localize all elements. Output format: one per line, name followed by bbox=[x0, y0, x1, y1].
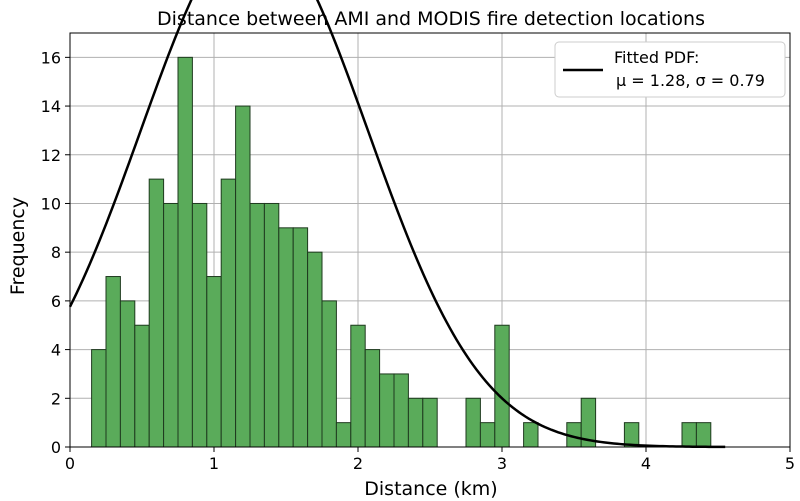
histogram-bar bbox=[220, 178, 237, 448]
legend: Fitted PDF: μ = 1.28, σ = 0.79 bbox=[554, 41, 786, 98]
x-axis-ticks: 0 1 2 3 4 5 bbox=[65, 447, 795, 473]
x-tick-label: 0 bbox=[65, 454, 75, 473]
histogram-bar bbox=[134, 324, 150, 448]
histogram-bars bbox=[91, 56, 712, 448]
x-tick-label: 4 bbox=[641, 454, 651, 473]
histogram-bar bbox=[523, 422, 539, 448]
legend-label-line1: Fitted PDF: bbox=[614, 48, 699, 67]
histogram-bar bbox=[278, 227, 294, 448]
histogram-bar bbox=[105, 276, 121, 448]
histogram-bar bbox=[263, 202, 280, 448]
y-tick-label: 8 bbox=[51, 243, 61, 262]
histogram-bar bbox=[119, 300, 136, 448]
histogram-bar bbox=[379, 373, 395, 448]
y-axis-label: Frequency bbox=[7, 197, 29, 295]
y-tick-label: 0 bbox=[51, 438, 61, 457]
histogram-bar bbox=[494, 324, 510, 448]
legend-label-line2: μ = 1.28, σ = 0.79 bbox=[616, 71, 765, 90]
histogram-bar bbox=[407, 397, 424, 448]
y-tick-label: 14 bbox=[41, 97, 61, 116]
x-tick-label: 5 bbox=[785, 454, 795, 473]
x-axis-label: Distance (km) bbox=[364, 478, 497, 500]
y-tick-label: 4 bbox=[51, 341, 61, 360]
histogram-bar bbox=[321, 300, 337, 448]
fitted-pdf-curve bbox=[68, 0, 726, 449]
histogram-bar bbox=[695, 422, 712, 448]
histogram-bar bbox=[235, 105, 251, 448]
y-tick-label: 12 bbox=[41, 146, 61, 165]
y-tick-label: 16 bbox=[41, 48, 61, 67]
histogram-bar bbox=[465, 397, 481, 448]
histogram-bar bbox=[364, 349, 381, 448]
histogram-bar bbox=[422, 397, 438, 448]
histogram-bar bbox=[292, 227, 309, 448]
histogram-bar bbox=[350, 324, 366, 448]
histogram-bar bbox=[249, 202, 265, 448]
legend-box bbox=[554, 41, 786, 98]
histogram-bar bbox=[148, 178, 165, 448]
y-tick-label: 2 bbox=[51, 389, 61, 408]
y-axis-ticks: 0 2 4 6 8 10 12 14 16 bbox=[41, 48, 70, 457]
histogram-bar bbox=[681, 422, 697, 448]
plot-frame bbox=[69, 32, 791, 448]
histogram-bar bbox=[307, 251, 323, 448]
histogram-bar bbox=[191, 202, 208, 448]
chart-title: Distance between AMI and MODIS fire dete… bbox=[157, 8, 705, 30]
histogram-bar bbox=[335, 422, 352, 448]
histogram-bar bbox=[163, 202, 179, 448]
y-tick-label: 6 bbox=[51, 292, 61, 311]
x-tick-label: 1 bbox=[209, 454, 219, 473]
histogram-bar bbox=[393, 373, 409, 448]
histogram-bar bbox=[177, 56, 193, 448]
histogram-bar bbox=[91, 349, 107, 448]
histogram-bar bbox=[206, 276, 222, 448]
x-tick-label: 2 bbox=[353, 454, 363, 473]
y-tick-label: 10 bbox=[41, 194, 61, 213]
x-tick-label: 3 bbox=[497, 454, 507, 473]
histogram-bar bbox=[479, 422, 496, 448]
